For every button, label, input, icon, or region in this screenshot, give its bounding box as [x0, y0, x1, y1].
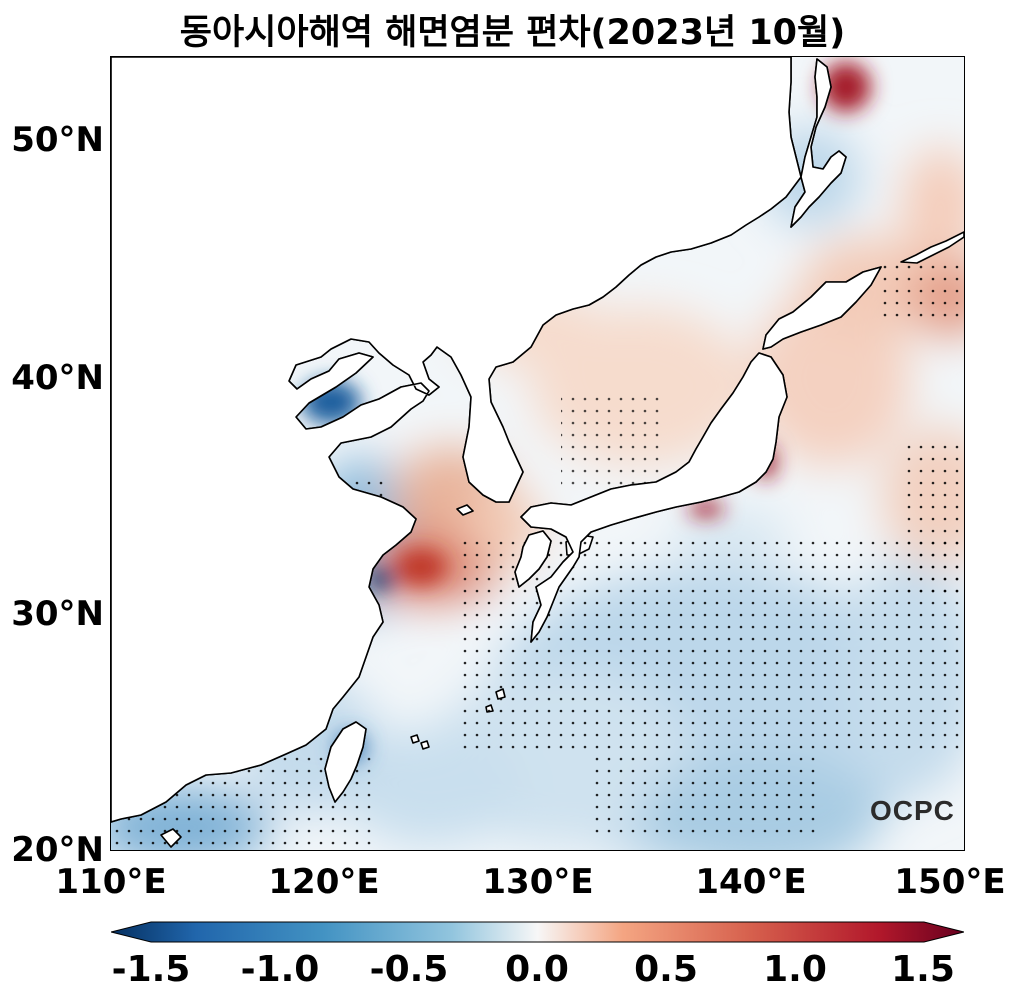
colorbar-tick-1.0: 1.0 — [763, 949, 827, 990]
lat-tick-50n: 50°N — [11, 120, 104, 160]
colorbar — [110, 921, 965, 947]
map-title: 동아시아해역 해면염분 편차(2023년 10월) — [179, 13, 846, 53]
lat-tick-30n: 30°N — [11, 594, 104, 634]
colorbar-tick-0.5: 0.5 — [634, 949, 698, 990]
lon-tick-140e: 140°E — [695, 862, 807, 902]
lat-tick-40n: 40°N — [11, 358, 104, 398]
colorbar-gradient — [110, 921, 965, 943]
salinity-anomaly-map — [111, 57, 964, 850]
lon-tick-120e: 120°E — [268, 862, 380, 902]
colorbar-tick-1.5: 1.5 — [891, 949, 955, 990]
colorbar-tick-neg0.5: -0.5 — [369, 949, 449, 990]
lon-tick-150e: 150°E — [894, 862, 1006, 902]
lon-tick-110e: 110°E — [55, 862, 167, 902]
colorbar-tick-neg1.0: -1.0 — [240, 949, 320, 990]
significance-stippling — [111, 257, 964, 847]
ocpc-logo: OCPC — [870, 795, 955, 826]
colorbar-tick-neg1.5: -1.5 — [111, 949, 191, 990]
colorbar-tick-0.0: 0.0 — [505, 949, 569, 990]
lat-tick-20n: 20°N — [11, 830, 104, 870]
land-overlay — [111, 57, 882, 823]
map-canvas — [111, 57, 964, 850]
lon-tick-130e: 130°E — [482, 862, 594, 902]
